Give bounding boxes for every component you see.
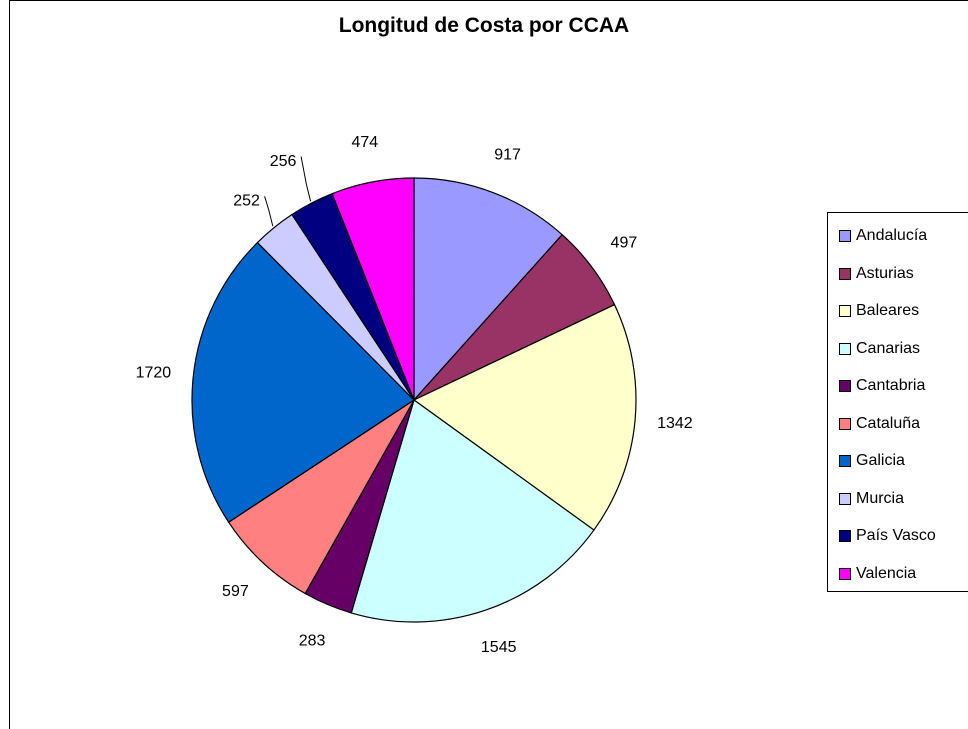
leader-line bbox=[264, 196, 274, 227]
pie-slice-canarias bbox=[350, 399, 595, 623]
data-label: 474 bbox=[351, 134, 378, 151]
legend-swatch bbox=[839, 305, 851, 317]
legend-item: Cantabria bbox=[839, 376, 925, 396]
legend-item: Cataluña bbox=[839, 414, 920, 434]
pie-slice-galicia bbox=[191, 241, 415, 524]
legend-label: Cantabria bbox=[856, 377, 926, 394]
legend-label: Cataluña bbox=[856, 414, 921, 432]
data-label: 917 bbox=[494, 147, 521, 164]
legend-item: Murcia bbox=[839, 489, 904, 509]
legend-swatch bbox=[839, 380, 851, 392]
data-label: 283 bbox=[299, 633, 326, 650]
data-label: 597 bbox=[222, 583, 249, 600]
legend-item: Baleares bbox=[839, 301, 919, 321]
legend-label: Murcia bbox=[856, 489, 905, 507]
legend-swatch bbox=[839, 492, 851, 505]
pie-slice-baleares bbox=[412, 303, 637, 531]
legend-label: País Vasco bbox=[856, 527, 936, 544]
legend-swatch bbox=[839, 567, 851, 580]
legend-label: Asturias bbox=[856, 264, 914, 282]
legend-swatch bbox=[839, 230, 851, 242]
data-label: 1342 bbox=[657, 415, 693, 432]
legend-label: Canarias bbox=[856, 339, 921, 357]
legend-item: País Vasco bbox=[839, 526, 936, 546]
legend-item: Galicia bbox=[839, 451, 905, 471]
leader-line bbox=[300, 156, 312, 202]
chart-title: Longitud de Costa por CCAA bbox=[338, 14, 630, 37]
legend-swatch bbox=[839, 417, 851, 430]
legend-label: Baleares bbox=[856, 302, 920, 319]
data-label: 1720 bbox=[136, 364, 172, 381]
pie-slice-cataluña bbox=[227, 399, 415, 595]
legend-item: Valencia bbox=[839, 564, 916, 584]
data-label: 1545 bbox=[481, 639, 517, 656]
legend-label: Galicia bbox=[856, 452, 905, 469]
pie-slice-andalucía bbox=[413, 177, 564, 402]
legend-item: Canarias bbox=[839, 339, 920, 359]
legend-item: Asturias bbox=[839, 264, 914, 284]
legend-label: Andalucía bbox=[856, 227, 928, 244]
legend-swatch bbox=[839, 267, 851, 280]
legend-swatch bbox=[839, 455, 851, 467]
legend-swatch bbox=[839, 530, 851, 542]
legend-swatch bbox=[839, 342, 851, 355]
chart-legend: Andalucía Asturias Baleares Canarias Cantabr… bbox=[827, 212, 968, 592]
legend-item: Andalucía bbox=[839, 226, 927, 246]
data-label: 252 bbox=[233, 193, 260, 210]
chart-frame bbox=[9, 0, 968, 729]
pie-slice-valencia bbox=[331, 177, 415, 401]
data-label: 256 bbox=[270, 153, 297, 170]
data-label: 497 bbox=[611, 234, 638, 251]
legend-label: Valencia bbox=[856, 564, 917, 582]
